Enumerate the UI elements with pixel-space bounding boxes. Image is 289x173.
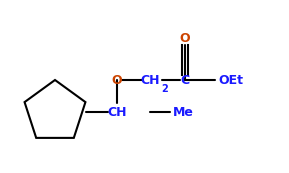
Text: 2: 2 [161,84,168,94]
Text: O: O [180,31,190,44]
Text: Me: Me [173,106,194,119]
Text: O: O [112,74,122,86]
Text: CH: CH [107,106,127,119]
Text: OEt: OEt [218,74,243,86]
Text: CH: CH [140,74,160,86]
Text: C: C [180,74,190,86]
